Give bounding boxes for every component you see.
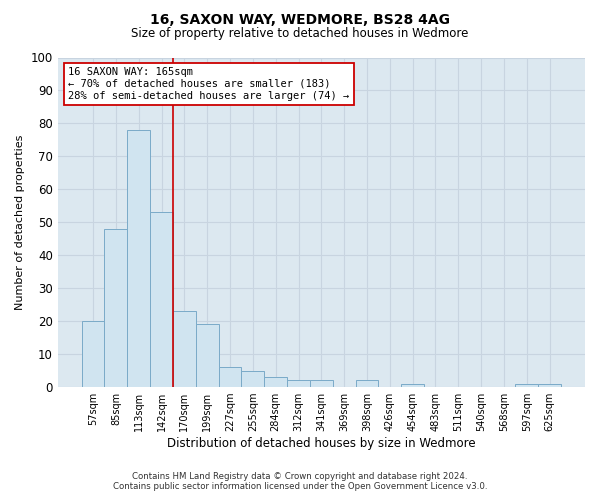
Bar — [150, 212, 173, 387]
X-axis label: Distribution of detached houses by size in Wedmore: Distribution of detached houses by size … — [167, 437, 476, 450]
Text: Contains HM Land Registry data © Crown copyright and database right 2024.
Contai: Contains HM Land Registry data © Crown c… — [113, 472, 487, 491]
Bar — [173, 312, 196, 387]
Bar — [310, 380, 333, 387]
Bar — [401, 384, 424, 387]
Y-axis label: Number of detached properties: Number of detached properties — [15, 134, 25, 310]
Bar — [264, 377, 287, 387]
Bar — [127, 130, 150, 387]
Text: 16, SAXON WAY, WEDMORE, BS28 4AG: 16, SAXON WAY, WEDMORE, BS28 4AG — [150, 12, 450, 26]
Bar — [515, 384, 538, 387]
Bar — [104, 229, 127, 387]
Bar — [538, 384, 561, 387]
Bar — [356, 380, 379, 387]
Bar — [287, 380, 310, 387]
Bar — [196, 324, 218, 387]
Bar — [82, 321, 104, 387]
Bar — [241, 370, 264, 387]
Bar — [218, 368, 241, 387]
Text: 16 SAXON WAY: 165sqm
← 70% of detached houses are smaller (183)
28% of semi-deta: 16 SAXON WAY: 165sqm ← 70% of detached h… — [68, 68, 349, 100]
Text: Size of property relative to detached houses in Wedmore: Size of property relative to detached ho… — [131, 28, 469, 40]
